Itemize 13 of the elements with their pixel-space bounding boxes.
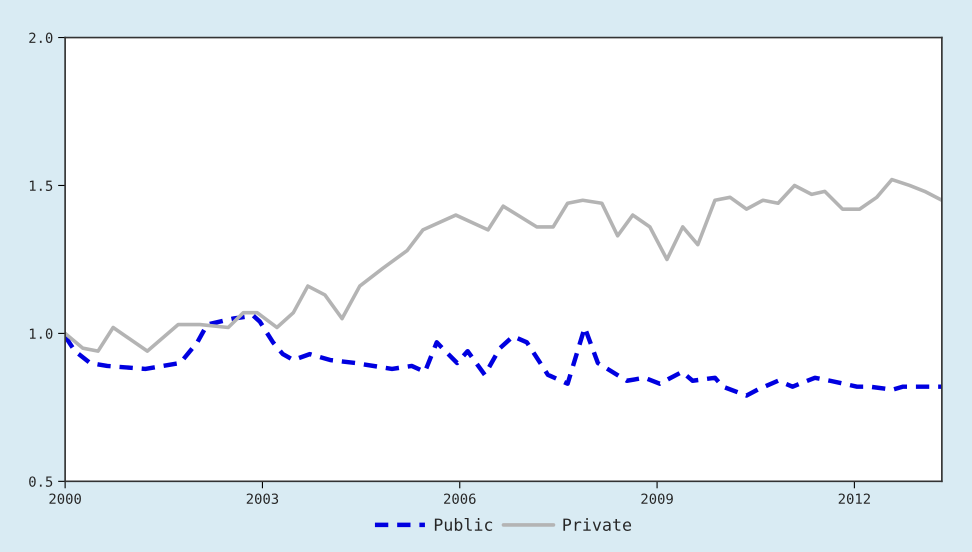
y-tick-label: 1.0 — [30, 328, 52, 339]
y-tick-label: 2.0 — [29, 32, 52, 44]
x-tick-label: 2009 — [641, 493, 673, 504]
x-tick-label: 2006 — [444, 493, 476, 504]
line-series — [65, 178, 942, 353]
x-tick-label: 2012 — [838, 493, 870, 504]
line-series — [65, 313, 942, 398]
legend-label: Private — [563, 518, 632, 531]
x-tick-label: 2003 — [246, 493, 278, 504]
x-tick-label: 2000 — [49, 493, 81, 504]
y-tick-label: 1.5 — [30, 180, 52, 191]
y-tick-label: 0.5 — [29, 476, 52, 487]
legend-label: Public — [434, 518, 492, 531]
